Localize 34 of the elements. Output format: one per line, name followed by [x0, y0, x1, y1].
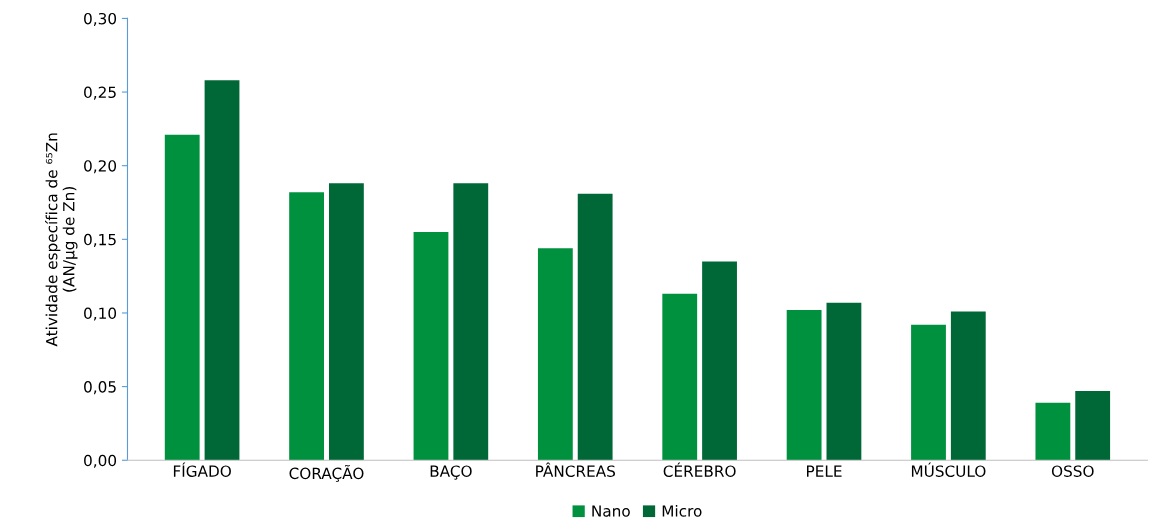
legend-label: Micro [662, 504, 702, 517]
bar [577, 193, 613, 461]
y-axis-title: Atividade específica de ⁶⁵Zn (AN/µg de Zn) [45, 133, 78, 347]
legend-label: Nano [592, 505, 630, 517]
bar [911, 324, 946, 461]
y-tick-label: 0,25 [84, 86, 116, 100]
bar [453, 183, 489, 461]
bar [662, 293, 698, 461]
y-tick-label: 0,00 [84, 454, 117, 468]
bar [1035, 402, 1071, 461]
bar [786, 310, 822, 461]
y-tick-label: 0,20 [84, 160, 117, 174]
x-tick-label: PELE [807, 465, 842, 477]
x-tick-label: FÍGADO [173, 462, 231, 477]
bar [1075, 391, 1111, 461]
x-tick-label: CÉREBRO [663, 462, 736, 477]
x-tick-label: OSSO [1051, 465, 1094, 477]
bar [204, 80, 240, 461]
bar [289, 192, 325, 461]
x-tick-label: CORAÇÃO [289, 464, 364, 482]
bar [413, 231, 449, 461]
bar [702, 261, 737, 461]
x-tick-label: MÚSCULO [911, 462, 986, 477]
x-tick-label: PÂNCREAS [536, 462, 616, 477]
y-tick-label: 0,05 [84, 381, 116, 395]
bar [826, 302, 862, 461]
bar [537, 248, 573, 461]
bar [950, 311, 986, 461]
y-tick-label: 0,10 [84, 307, 117, 321]
bar [164, 134, 200, 461]
bar [328, 183, 364, 461]
y-tick-label: 0,30 [84, 12, 117, 26]
y-tick-label: 0,15 [84, 233, 116, 247]
x-tick-label: BAÇO [430, 465, 472, 480]
